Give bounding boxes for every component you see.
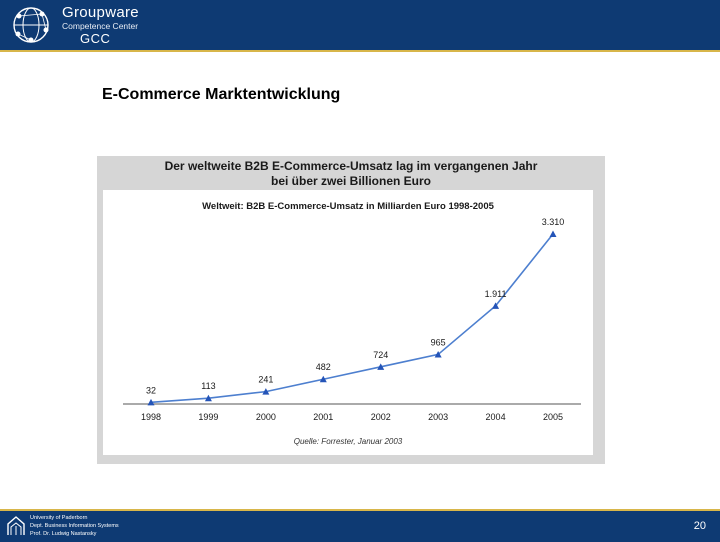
data-point xyxy=(377,363,385,370)
institution-line-3: Prof. Dr. Ludwig Nastansky xyxy=(30,531,97,537)
x-tick-label: 1998 xyxy=(141,412,161,422)
logo-name: Groupware xyxy=(62,4,139,21)
x-tick-label: 2002 xyxy=(371,412,391,422)
data-label: 241 xyxy=(258,375,273,385)
data-label: 965 xyxy=(431,337,446,347)
logo-subtitle: Competence Center xyxy=(62,21,139,31)
data-label: 1.911 xyxy=(485,289,507,299)
header-bar: Groupware Competence Center GCC xyxy=(0,0,720,52)
data-point xyxy=(549,230,557,237)
institution-line-1: University of Paderborn xyxy=(30,515,88,521)
data-label: 32 xyxy=(146,385,156,395)
figure-title-line-1: Der weltweite B2B E-Commerce-Umsatz lag … xyxy=(164,159,538,173)
x-tick-label: 2005 xyxy=(543,412,563,422)
chart-source: Quelle: Forrester, Januar 2003 xyxy=(294,437,403,446)
university-logo-icon xyxy=(7,516,25,535)
logo-abbreviation: GCC xyxy=(80,31,111,46)
data-point xyxy=(492,302,500,309)
footer-bar: University of Paderborn Dept. Business I… xyxy=(0,509,720,542)
institution-text: University of Paderborn Dept. Business I… xyxy=(30,514,119,538)
figure-title: Der weltweite B2B E-Commerce-Umsatz lag … xyxy=(97,159,605,189)
data-point xyxy=(434,350,442,358)
chart-panel: Weltweit: B2B E-Commerce-Umsatz in Milli… xyxy=(103,190,593,455)
data-label: 3.310 xyxy=(542,217,565,227)
x-tick-label: 2004 xyxy=(486,412,506,422)
x-tick-label: 1999 xyxy=(198,412,218,422)
data-point xyxy=(262,388,270,395)
data-point xyxy=(147,398,155,406)
series-line xyxy=(150,233,554,404)
data-label: 724 xyxy=(373,350,388,360)
line-chart: Weltweit: B2B E-Commerce-Umsatz in Milli… xyxy=(123,201,581,446)
page-number: 20 xyxy=(693,520,706,532)
data-point xyxy=(319,375,327,383)
x-tick-label: 2003 xyxy=(428,412,448,422)
network-globe-icon xyxy=(13,7,49,43)
institution-line-2: Dept. Business Information Systems xyxy=(30,523,119,529)
x-tick-label: 2000 xyxy=(256,412,276,422)
data-point xyxy=(204,394,212,402)
data-label: 113 xyxy=(201,381,215,391)
slide-title: E-Commerce Marktentwicklung xyxy=(102,86,341,103)
chart-title: Weltweit: B2B E-Commerce-Umsatz in Milli… xyxy=(202,201,494,212)
figure-title-line-2: bei über zwei Billionen Euro xyxy=(270,174,432,188)
data-label: 482 xyxy=(316,362,331,372)
x-tick-label: 2001 xyxy=(313,412,333,422)
